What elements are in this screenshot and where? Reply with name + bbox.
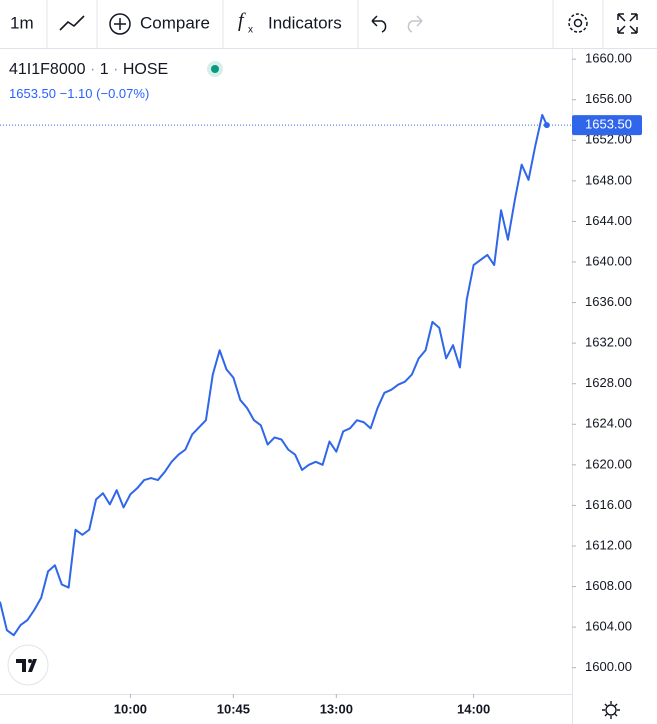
price-line: 1653.50 −1.10 (−0.07%) <box>9 86 149 101</box>
undo-button[interactable] <box>371 15 387 33</box>
last-point <box>543 122 550 129</box>
dot: · <box>86 61 100 78</box>
y-tick-label: 1608.00 <box>585 578 632 593</box>
y-tick-label: 1648.00 <box>585 172 632 187</box>
y-tick-label: 1600.00 <box>585 659 632 674</box>
compare-icon-plus <box>114 18 126 30</box>
indicators-icon[interactable]: f <box>238 10 246 32</box>
axis-settings[interactable] <box>602 701 620 719</box>
x-tick-label: 14:00 <box>457 701 490 716</box>
price-line <box>0 113 548 637</box>
axes: 1600.00 1604.00 1608.00 1612.00 1616.00 1620.… <box>114 51 642 716</box>
resolution: 1 <box>100 61 109 78</box>
change-pct: (−0.07%) <box>96 86 149 101</box>
change: −1.10 <box>60 86 93 101</box>
compare-icon[interactable] <box>109 13 131 35</box>
y-tick-label: 1640.00 <box>585 253 632 268</box>
y-tick-label: 1612.00 <box>585 537 632 552</box>
chart-type-icon[interactable] <box>59 15 85 31</box>
logo-dot <box>28 659 32 663</box>
x-tick-label: 10:45 <box>217 701 250 716</box>
dot: · <box>109 61 123 78</box>
y-tick-label: 1660.00 <box>585 51 632 66</box>
y-tick-label: 1644.00 <box>585 213 632 228</box>
exchange: HOSE <box>123 61 168 78</box>
y-tick-label: 1636.00 <box>585 294 632 309</box>
symbol-line: 41I1F8000 · 1 · HOSE <box>9 61 168 78</box>
y-tick-label: 1632.00 <box>585 335 632 350</box>
indicators-icon-x: x <box>248 25 253 36</box>
y-tick-label: 1656.00 <box>585 91 632 106</box>
y-tick-label: 1616.00 <box>585 497 632 512</box>
x-tick-label: 13:00 <box>320 701 353 716</box>
toolbar: 1m Compare f x Indicators <box>0 0 657 49</box>
redo-button[interactable] <box>407 15 423 33</box>
logo-bg <box>7 644 49 686</box>
fullscreen-button[interactable] <box>617 13 638 34</box>
gear <box>605 704 617 716</box>
y-tick-label: 1652.00 <box>585 132 632 147</box>
settings-icon-center <box>573 18 583 28</box>
last-price-box <box>572 115 642 136</box>
legend: 41I1F8000 · 1 · HOSE 1653.50 −1.10 (−0.0… <box>0 56 235 110</box>
interval-button[interactable]: 1m <box>10 13 34 32</box>
indicators-button[interactable]: Indicators <box>268 13 342 32</box>
y-tick-label: 1604.00 <box>585 619 632 634</box>
compare-button[interactable]: Compare <box>140 13 210 32</box>
settings-button[interactable] <box>568 13 588 33</box>
symbol: 41I1F8000 <box>9 61 86 78</box>
x-tick-label: 10:00 <box>114 701 147 716</box>
market-status-dot <box>211 65 219 73</box>
last-price-label: 1653.50 <box>585 117 632 132</box>
y-tick-label: 1628.00 <box>585 375 632 390</box>
price: 1653.50 <box>9 86 56 101</box>
legend-bg <box>0 56 235 110</box>
gear-teeth <box>602 701 620 719</box>
plot <box>0 113 572 637</box>
y-tick-label: 1620.00 <box>585 456 632 471</box>
logo-mark <box>16 659 37 672</box>
logo[interactable] <box>7 644 49 686</box>
y-tick-label: 1624.00 <box>585 416 632 431</box>
